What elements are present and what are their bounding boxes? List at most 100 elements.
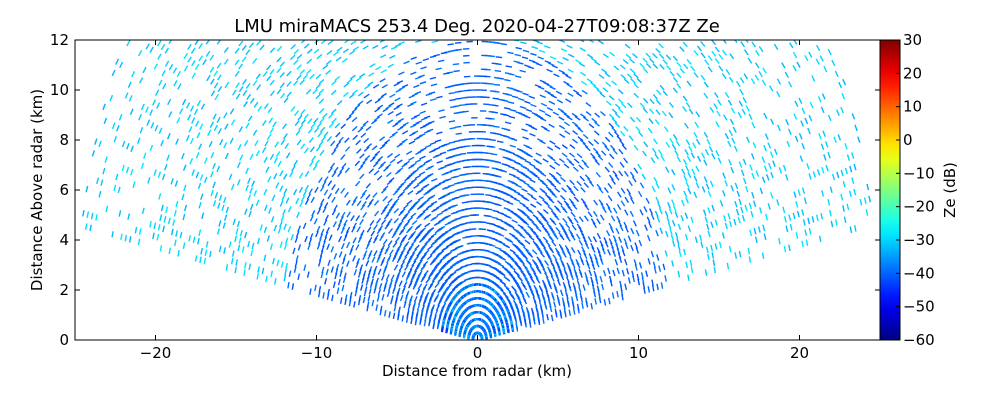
field-gate: [85, 185, 89, 193]
field-gate: [411, 248, 418, 255]
field-gate: [362, 158, 368, 164]
field-gate: [316, 243, 321, 250]
field-gate: [212, 200, 217, 207]
field-gate: [831, 173, 836, 181]
field-gate: [489, 90, 497, 93]
field-gate: [350, 215, 355, 222]
field-gate: [349, 248, 353, 256]
field-gate: [413, 235, 420, 242]
field-gate: [181, 152, 185, 160]
field-gate: [543, 247, 549, 254]
field-gate: [183, 184, 187, 192]
field-gate: [736, 190, 741, 198]
field-gate: [547, 154, 554, 159]
field-gate: [525, 108, 533, 113]
field-gate: [344, 191, 349, 198]
field-gate: [331, 184, 336, 191]
field-gate: [225, 206, 229, 214]
field-gate: [360, 193, 366, 200]
field-gate: [311, 210, 316, 217]
colorbar: [879, 39, 901, 341]
field-gate: [649, 208, 654, 215]
field-gate: [352, 255, 356, 262]
field-gate: [501, 265, 508, 271]
field-gate: [439, 202, 447, 207]
field-gate: [319, 185, 325, 192]
field-gate: [542, 158, 549, 163]
field-gate: [486, 229, 494, 232]
field-gate: [288, 270, 292, 277]
x-axis: −20 −10 0 10 20: [140, 40, 809, 362]
field-gate: [360, 284, 364, 291]
field-gate: [328, 113, 334, 119]
field-gate: [626, 73, 633, 79]
field-gate: [381, 44, 389, 50]
field-gate: [270, 270, 273, 278]
field-gate: [362, 45, 369, 50]
field-gate: [454, 90, 462, 93]
field-gate: [733, 145, 738, 152]
field-gate: [808, 173, 812, 180]
field-gate: [707, 253, 710, 261]
field-gate: [113, 184, 117, 192]
field-gate: [568, 160, 575, 166]
field-gate: [851, 152, 855, 159]
field-gate: [234, 70, 240, 77]
field-gate: [752, 142, 757, 149]
field-gate: [836, 171, 840, 179]
field-gate: [730, 166, 735, 174]
field-gate: [297, 114, 303, 121]
field-gate: [679, 67, 685, 74]
field-gate: [382, 185, 389, 191]
x-tick-label: 0: [473, 344, 483, 362]
field-gate: [536, 256, 542, 263]
field-gate: [486, 222, 493, 225]
field-gate: [242, 90, 248, 97]
field-gate: [608, 162, 614, 168]
field-gate: [619, 224, 624, 232]
field-gate: [183, 65, 189, 72]
field-gate: [682, 95, 688, 102]
field-gate: [507, 51, 514, 55]
field-gate: [486, 145, 493, 148]
field-gate: [443, 297, 449, 304]
field-gate: [406, 227, 412, 234]
field-gate: [315, 145, 321, 152]
field-gate: [210, 152, 215, 159]
field-gate: [685, 101, 691, 109]
field-gate: [359, 218, 364, 226]
field-gate: [366, 143, 373, 149]
field-gate: [430, 232, 437, 238]
field-gate: [793, 113, 798, 120]
field-gate: [381, 294, 385, 301]
field-gate: [518, 97, 525, 101]
field-gate: [307, 127, 313, 134]
field-gate: [162, 225, 165, 233]
field-gate: [743, 49, 749, 56]
field-gate: [750, 78, 756, 85]
field-gate: [584, 215, 589, 222]
field-gate: [266, 64, 272, 71]
field-gate: [572, 204, 578, 210]
field-gate: [389, 93, 396, 98]
field-gate: [560, 110, 567, 115]
field-gate: [586, 78, 593, 83]
field-gate: [327, 40, 334, 45]
field-gate: [342, 276, 346, 284]
field-gate: [381, 188, 387, 194]
field-gate: [529, 178, 536, 184]
field-gate: [766, 174, 770, 181]
field-gate: [660, 155, 665, 162]
field-gate: [620, 200, 626, 207]
field-gate: [649, 57, 655, 64]
field-gate: [821, 190, 825, 197]
field-gate: [228, 241, 232, 248]
field-gate: [724, 180, 728, 187]
field-gate: [128, 95, 133, 102]
field-gate: [840, 106, 844, 114]
field-gate: [275, 182, 280, 189]
field-gate: [515, 46, 522, 50]
field-gate: [547, 266, 552, 273]
field-gate: [423, 249, 430, 256]
